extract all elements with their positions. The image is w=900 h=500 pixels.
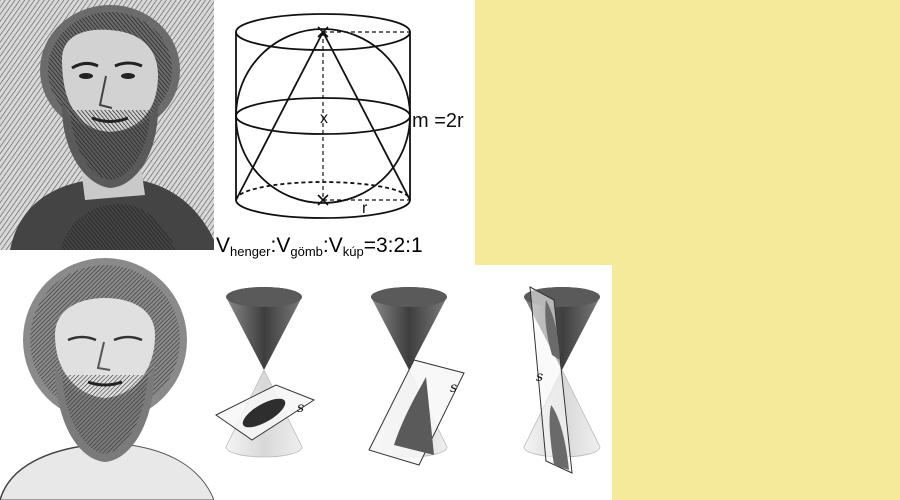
plane-label-1: s — [297, 400, 304, 416]
engraved-portrait-bearded-man — [0, 0, 214, 250]
conic-sections-figure — [214, 265, 612, 500]
plane-label-2: s — [450, 380, 457, 396]
ratio-v2: V — [276, 234, 290, 257]
ratio-sub-cylinder: henger — [230, 244, 270, 259]
height-label: m =2r — [412, 110, 464, 133]
plane-label-3: s — [536, 369, 543, 385]
engraved-bust-portrait — [0, 250, 214, 500]
center-mark-label: x — [320, 110, 328, 128]
cone-parabola-section — [369, 287, 464, 465]
ratio-sub-cone: kúp — [343, 244, 364, 259]
cone-ellipse-section — [216, 287, 314, 457]
cylinder-sphere-cone-diagram: x m =2r r Vhenger:Vgömb:Vkúp=3:2:1 — [214, 0, 475, 265]
conic-sections-diagram: s s s — [214, 265, 612, 500]
portrait-illustration — [0, 0, 214, 250]
ratio-value: =3:2:1 — [364, 234, 423, 257]
bust-illustration — [0, 250, 214, 500]
radius-label: r — [362, 200, 367, 218]
ratio-v3: V — [329, 234, 343, 257]
ratio-sub-sphere: gömb — [290, 244, 323, 259]
volume-ratio-formula: Vhenger:Vgömb:Vkúp=3:2:1 — [216, 234, 423, 259]
ratio-v1: V — [216, 234, 230, 257]
